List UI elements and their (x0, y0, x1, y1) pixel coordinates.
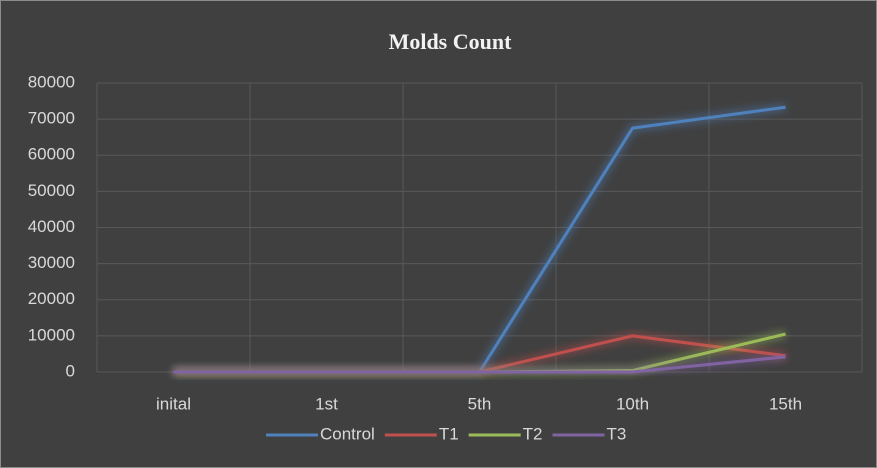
legend-label: T1 (439, 424, 459, 443)
y-tick-label: 0 (66, 361, 75, 380)
y-tick-label: 70000 (28, 109, 75, 128)
x-tick-label: 1st (315, 394, 338, 413)
x-tick-label: inital (156, 394, 191, 413)
y-tick-label: 10000 (28, 325, 75, 344)
x-tick-label: 10th (616, 394, 649, 413)
y-tick-label: 50000 (28, 181, 75, 200)
legend-label: Control (320, 424, 375, 443)
y-tick-label: 40000 (28, 217, 75, 236)
y-tick-label: 80000 (28, 72, 75, 91)
y-tick-label: 20000 (28, 289, 75, 308)
legend-label: T2 (523, 424, 543, 443)
chart-title: Molds Count (389, 29, 513, 54)
legend-label: T3 (607, 424, 627, 443)
x-tick-label: 15th (769, 394, 802, 413)
y-tick-label: 60000 (28, 145, 75, 164)
y-tick-label: 30000 (28, 253, 75, 272)
x-tick-label: 5th (468, 394, 492, 413)
line-series (173, 355, 786, 374)
